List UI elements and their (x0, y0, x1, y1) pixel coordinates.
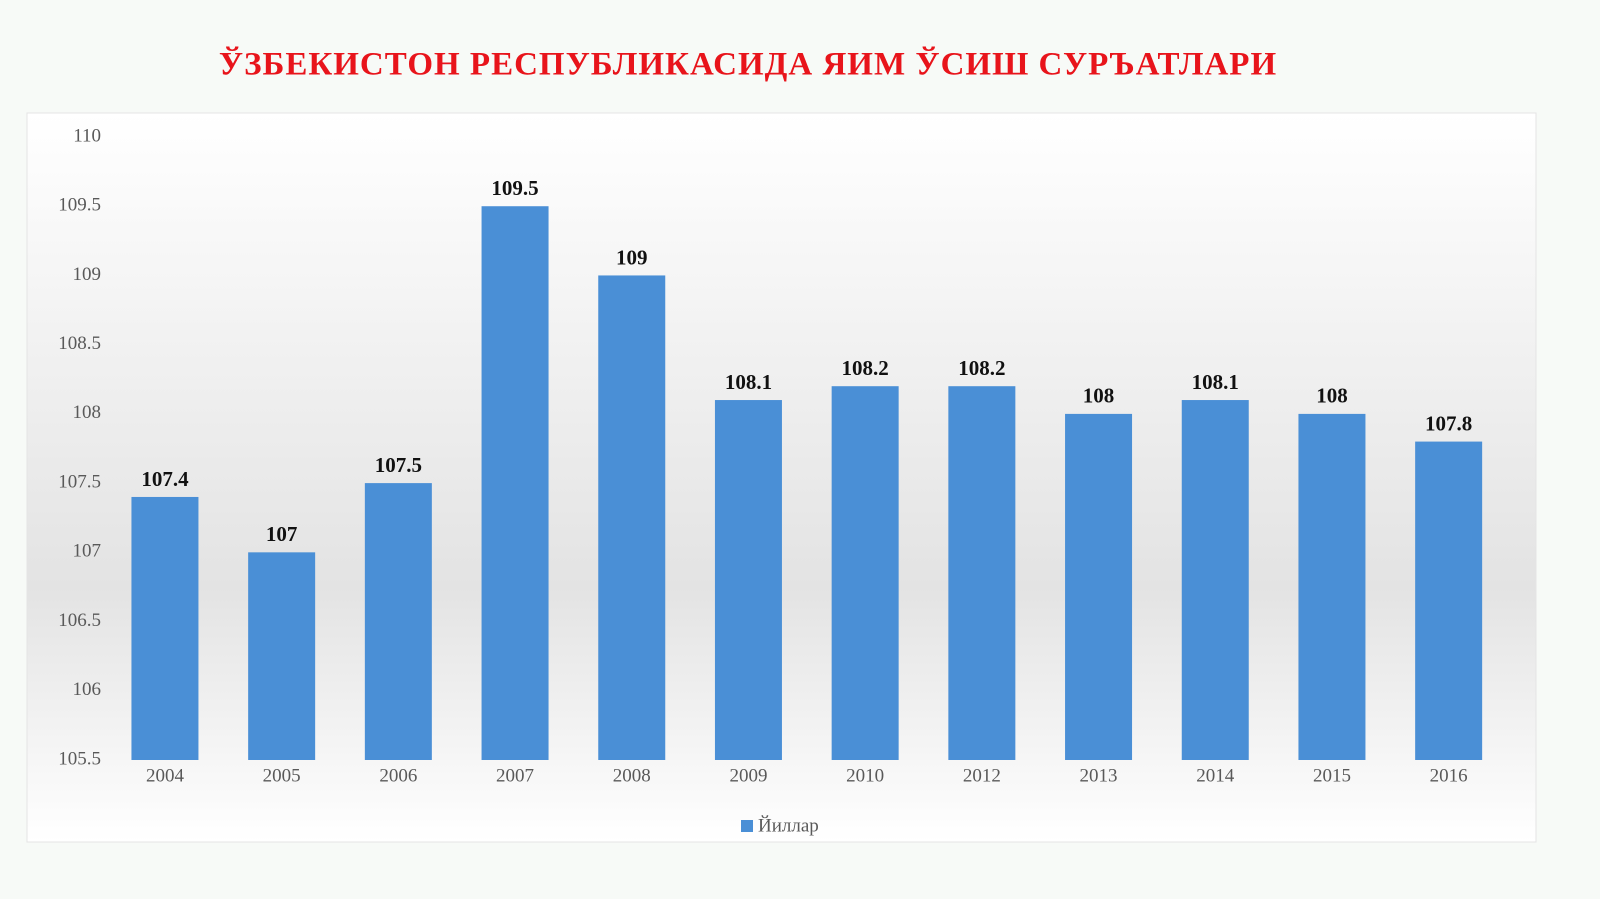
x-tick-label: 2016 (1430, 765, 1468, 786)
bar (131, 496, 199, 760)
data-label: 108 (1316, 384, 1348, 408)
data-label: 108 (1083, 384, 1115, 408)
bar (1298, 413, 1366, 760)
bar (714, 400, 782, 760)
bar (598, 275, 666, 760)
y-tick-label: 108.5 (58, 333, 101, 354)
y-tick-label: 106 (73, 679, 102, 700)
x-tick-label: 2004 (146, 765, 185, 786)
y-tick-label: 107 (73, 541, 102, 562)
legend-swatch (741, 820, 753, 832)
x-tick-label: 2007 (496, 765, 534, 786)
x-tick-label: 2013 (1080, 765, 1118, 786)
bar (248, 552, 316, 760)
x-tick-label: 2015 (1313, 765, 1351, 786)
data-label: 107.5 (375, 453, 422, 477)
x-tick-label: 2005 (263, 765, 301, 786)
y-tick-label: 105.5 (58, 748, 101, 769)
x-tick-label: 2010 (846, 765, 884, 786)
bar (1065, 413, 1133, 760)
y-tick-label: 108 (73, 402, 102, 423)
data-label: 107.8 (1425, 411, 1472, 435)
legend-label: Йиллар (758, 815, 819, 836)
x-tick-label: 2008 (613, 765, 651, 786)
data-label: 107.4 (141, 467, 189, 491)
y-tick-label: 107.5 (58, 471, 101, 492)
data-label: 109.5 (491, 176, 538, 200)
bar (831, 386, 899, 760)
x-tick-label: 2009 (729, 765, 767, 786)
data-label: 108.1 (1192, 370, 1239, 394)
y-tick-label: 110 (73, 125, 101, 146)
data-label: 108.2 (958, 356, 1005, 380)
bar (1181, 400, 1249, 760)
data-label: 107 (266, 522, 298, 546)
data-label: 108.2 (842, 356, 889, 380)
bar (364, 483, 432, 760)
y-tick-label: 106.5 (58, 610, 101, 631)
x-tick-label: 2006 (379, 765, 417, 786)
data-label: 108.1 (725, 370, 772, 394)
x-tick-label: 2014 (1196, 765, 1235, 786)
bar (481, 206, 549, 760)
bar (1415, 441, 1483, 760)
x-tick-label: 2012 (963, 765, 1001, 786)
data-label: 109 (616, 245, 648, 269)
y-tick-label: 109.5 (58, 195, 101, 216)
chart-title: ЎЗБЕКИСТОН РЕСПУБЛИКАСИДА ЯИМ ЎСИШ СУРЪА… (219, 46, 1277, 83)
y-tick-label: 109 (73, 264, 102, 285)
bar (948, 386, 1016, 760)
